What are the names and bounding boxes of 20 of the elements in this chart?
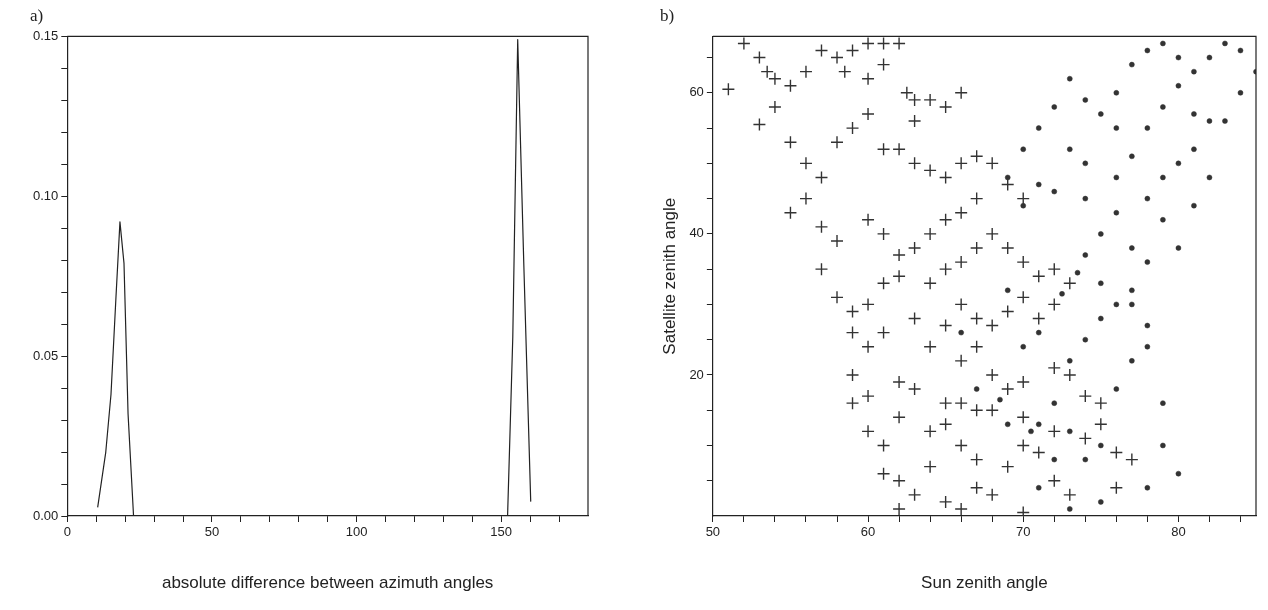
x-axis-title: Sun zenith angle: [921, 573, 1048, 593]
x-tick-label: 80: [1171, 524, 1186, 540]
x-tick-label: 50: [705, 524, 721, 540]
y-tick-label: 0.15: [32, 27, 59, 43]
y-tick-label: 60: [689, 84, 704, 100]
x-tick-label: 0: [63, 524, 71, 540]
chart-title: a): [30, 5, 44, 25]
chart-title: b): [660, 5, 675, 25]
x-tick-label: 150: [490, 524, 513, 540]
x-tick-label: 60: [860, 524, 876, 540]
x-tick-label: 50: [204, 524, 220, 540]
y-tick-label: 0.00: [32, 507, 59, 523]
y-axis-title: Satellite zenith angle: [659, 197, 679, 355]
y-tick-label: 40: [689, 225, 704, 241]
y-tick-label: 0.05: [32, 347, 59, 363]
y-tick-label: 0.10: [32, 187, 59, 203]
x-axis-title: absolute difference between azimuth angles: [161, 573, 494, 593]
y-tick-label: 20: [689, 366, 704, 382]
x-tick-label: 70: [1015, 524, 1031, 540]
x-tick-label: 100: [345, 524, 368, 540]
